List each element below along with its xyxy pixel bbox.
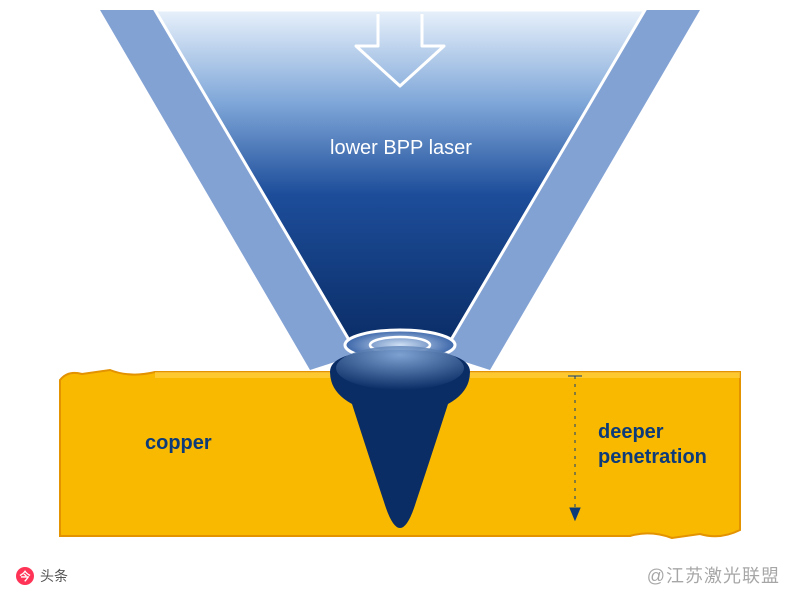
material-label: copper (145, 432, 212, 455)
beam-label: lower BPP laser (330, 137, 472, 160)
diagram-canvas (0, 0, 794, 594)
toutiao-logo-icon: 今 (16, 567, 34, 585)
toutiao-label: 头条 (40, 566, 68, 586)
source-badge: 今 头条 (16, 566, 68, 586)
keyhole-cap (336, 346, 464, 390)
depth-label: deeper penetration (598, 420, 707, 470)
author-watermark: @江苏激光联盟 (647, 562, 780, 588)
